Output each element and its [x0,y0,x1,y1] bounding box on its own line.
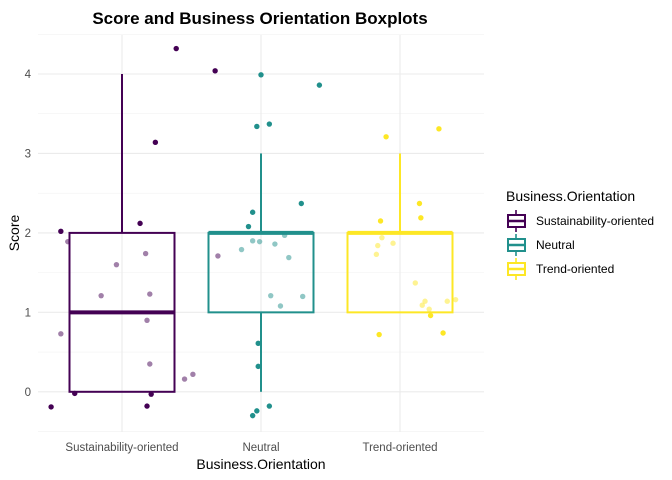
data-point [137,220,143,227]
data-point [249,238,256,244]
chart-title: Score and Business Orientation Boxplots [92,9,427,28]
data-point [373,251,380,258]
y-tick-label: 0 [25,387,31,399]
data-point [266,121,273,127]
data-point [300,293,306,300]
data-point [258,72,264,78]
x-tick-label: Neutral [242,442,279,454]
data-point [249,209,256,215]
data-point [249,412,256,419]
legend-label: Trend-oriented [536,262,614,276]
data-point [181,376,188,382]
data-point [422,298,428,304]
data-point [255,340,261,347]
legend-item: Trend-oriented [507,258,614,280]
data-point [148,391,154,397]
data-point [390,240,396,246]
data-point [375,242,381,249]
boxplot-boxes [68,74,454,393]
data-point [254,408,260,414]
x-axis-title: Business.Orientation [196,456,325,472]
data-point [277,303,284,309]
y-tick-label: 3 [25,148,31,160]
data-point [255,363,261,370]
legend-title: Business.Orientation [506,188,635,204]
data-point [113,261,120,268]
data-point [436,126,442,132]
data-point [147,361,153,367]
legend-item: Sustainability-oriented [507,210,654,232]
data-point [58,228,64,235]
data-point [254,123,260,130]
data-point [212,68,218,74]
data-point [426,306,432,312]
data-point [48,404,54,410]
data-point [152,139,159,146]
box-trend-oriented [346,153,454,314]
jitter-points [48,45,459,419]
data-point [72,390,78,397]
data-point [215,253,221,259]
data-point [383,134,389,140]
data-point [256,238,263,245]
data-point [266,403,273,409]
data-point [98,292,104,299]
data-point [245,223,252,230]
data-point [238,246,245,253]
data-point [272,241,278,247]
y-tick-label: 4 [25,69,32,81]
legend-item: Neutral [507,234,575,256]
data-point [298,200,305,207]
data-point [147,291,153,297]
box-sustainability-oriented [68,74,176,393]
x-tick-label: Trend-oriented [362,442,437,454]
data-point [444,298,450,304]
data-point [379,234,385,241]
data-point [452,296,459,303]
data-point [190,371,196,378]
data-point [268,292,274,299]
data-point [427,312,434,319]
data-point [316,82,323,88]
x-tick-label: Sustainability-oriented [65,442,178,454]
y-tick-label: 1 [25,307,31,319]
data-point [281,232,288,238]
x-axis-ticks: Sustainability-oriented Neutral Trend-orie… [65,442,437,454]
data-point [418,215,424,221]
data-point [142,250,149,257]
data-point [144,403,150,409]
y-tick-label: 2 [25,228,31,240]
y-axis-ticks: 0 1 2 3 4 [25,69,32,399]
data-point [377,218,384,224]
data-point [416,200,423,207]
legend-label: Neutral [536,238,575,252]
data-point [65,238,71,245]
data-point [419,302,425,308]
y-axis-title: Score [6,215,22,252]
legend: Business.Orientation Sustainability-orie… [506,188,654,280]
data-point [286,254,292,261]
data-point [144,317,150,323]
legend-label: Sustainability-oriented [536,214,654,228]
data-point [173,45,179,52]
data-point [58,331,64,337]
data-point [412,280,418,286]
data-point [440,330,446,336]
box-neutral [207,153,315,392]
data-point [376,331,382,338]
